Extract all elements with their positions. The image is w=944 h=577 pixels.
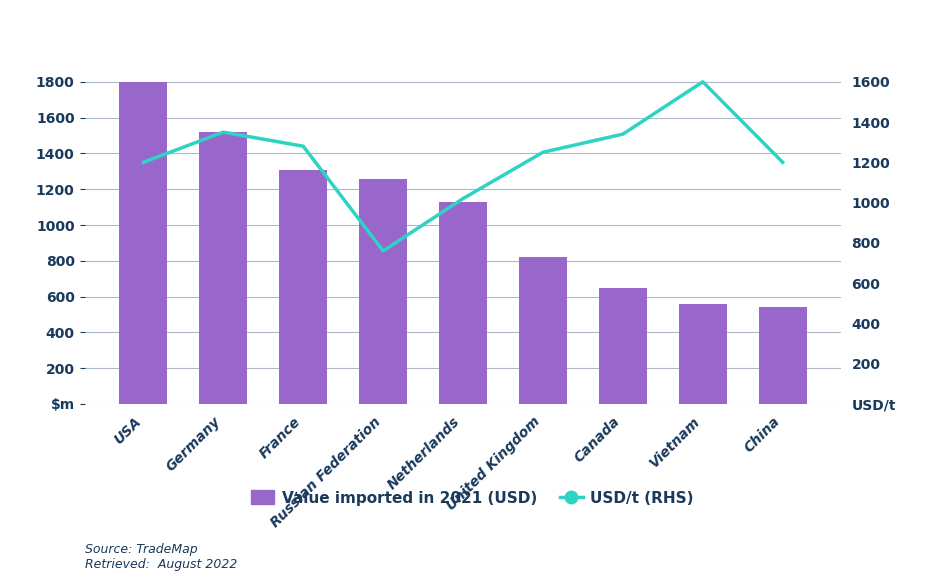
Bar bbox=[278, 170, 327, 404]
Bar bbox=[758, 308, 806, 404]
Bar bbox=[439, 202, 486, 404]
Bar bbox=[359, 178, 407, 404]
Text: Source: TradeMap
Retrieved:  August 2022: Source: TradeMap Retrieved: August 2022 bbox=[85, 543, 237, 571]
Bar bbox=[119, 82, 167, 404]
Legend: Value imported in 2021 (USD), USD/t (RHS): Value imported in 2021 (USD), USD/t (RHS… bbox=[244, 484, 700, 512]
Bar bbox=[678, 304, 726, 404]
Bar bbox=[199, 132, 247, 404]
Bar bbox=[518, 257, 566, 404]
Bar bbox=[598, 288, 647, 404]
